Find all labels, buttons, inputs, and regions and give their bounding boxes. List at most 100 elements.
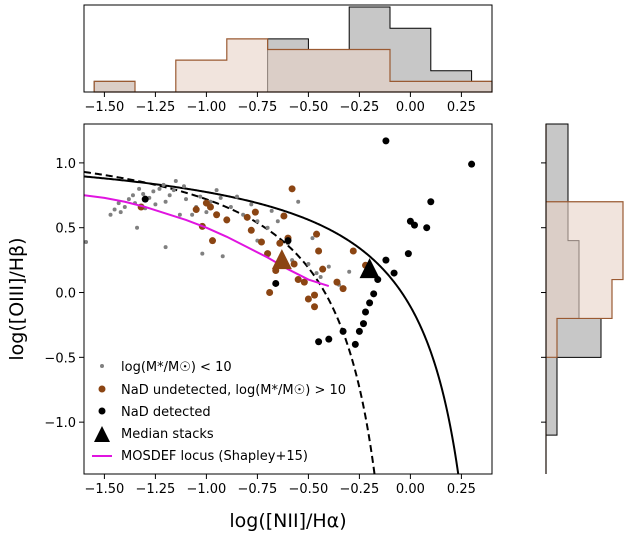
low-mass-point [153,202,158,207]
nad-undetected-point [294,276,302,284]
low-mass-point [198,194,203,199]
low-mass-point [151,189,156,194]
nad-undetected-point [333,278,341,286]
low-mass-point [171,188,176,193]
top-x-tick-label: 0.25 [447,100,476,115]
nad-undetected-point [247,226,255,234]
low-mass-point [122,204,127,209]
nad-detected-point [339,327,347,335]
top-x-tick-label: −1.50 [84,100,124,115]
low-mass-point [184,197,188,202]
low-mass-point [347,269,352,274]
top-histogram-bars [93,6,493,93]
low-mass-point [141,192,146,196]
low-mass-point [200,251,205,256]
x-axis-label: log([NII]/Hα) [229,510,346,532]
low-mass-point [137,186,142,191]
top-x-tick-label: −1.25 [135,100,175,115]
top-x-tick-label: −1.00 [186,100,226,115]
low-mass-point [161,182,166,187]
nad-detected-point [355,327,363,335]
legend-marker-detected [98,407,106,415]
low-mass-point [255,219,260,224]
nad-detected-point [382,137,390,145]
main-y-tick-label: 0.5 [55,222,76,237]
main-x-tick-label: −1.00 [186,482,226,497]
nad-detected-point [382,256,390,264]
low-mass-point [204,210,209,215]
low-mass-point [314,271,319,276]
low-mass-point [275,219,280,224]
nad-undetected-point [319,265,327,273]
low-mass-point [220,254,225,259]
main-x-tick-label: 0.25 [447,482,476,497]
nad-undetected-point [266,289,274,297]
main-x-tick-label: −1.50 [84,482,124,497]
nad-undetected-point [349,247,357,255]
low-mass-point [84,239,89,244]
low-mass-point [163,245,168,250]
nad-undetected-point [276,239,284,247]
top-histogram: −1.50 −1.25 −1.00 −0.75 −0.50 −0.25 0.00 0.25 [83,4,493,115]
nad-detected-point [423,224,431,232]
nad-undetected-point [339,285,347,293]
nad-undetected-point [206,203,214,211]
top-x-tick-label: −0.50 [288,100,328,115]
low-mass-point [214,188,219,193]
legend-label-undetected: NaD undetected, log(M*/M☉) > 10 [121,383,346,398]
nad-undetected-point [280,212,288,220]
nad-detected-point [370,290,378,298]
nad-undetected-point [288,185,296,193]
low-mass-point [116,201,121,206]
nad-detected-point [390,269,398,277]
nad-detected-point [284,237,292,245]
legend-marker-median [94,426,110,442]
low-mass-point [126,197,131,202]
main-y-tick-label: 0.0 [55,287,76,302]
nad-undetected-point [290,260,298,268]
mosdef-locus-line [84,194,330,287]
low-mass-point [306,262,311,266]
low-mass-point [108,212,113,217]
nad-undetected-point [311,303,319,311]
top-x-tick-label: −0.25 [339,100,379,115]
nad-detected-point [404,250,412,258]
main-x-tick-label: −0.25 [339,482,379,497]
nad-undetected-point [311,291,319,299]
legend-marker-undetected [98,385,106,393]
low-mass-point [269,208,274,213]
nad-undetected-point [192,206,200,214]
nad-detected-point [362,308,370,316]
main-x-tick-label: −0.50 [288,482,328,497]
main-y-tick-label: −1.0 [44,416,76,431]
legend-label-low-mass: log(M*/M☉) < 10 [121,360,232,375]
low-mass-point [177,212,182,217]
nad-undetected-point [313,230,321,238]
nad-undetected-point [264,250,272,258]
main-y-tick-label: −0.5 [44,351,76,366]
legend-label-median: Median stacks [121,427,214,442]
low-mass-point [310,236,315,241]
low-mass-point [112,207,117,212]
main-x-tick-label: −1.25 [135,482,175,497]
low-mass-point [173,179,178,184]
nad-detected-point [468,160,476,168]
nad-detected-point [351,340,359,348]
top-histogram-x-ticks: −1.50 −1.25 −1.00 −0.75 −0.50 −0.25 0.00 0.25 [84,92,476,115]
low-mass-point [228,204,233,209]
median-stack-triangle [359,258,380,279]
nad-undetected-point [223,216,231,224]
legend-label-detected: NaD detected [121,405,211,420]
nad-undetected-point [209,237,217,245]
low-mass-point [190,212,195,217]
main-plot-frame [83,123,493,475]
nad-undetected-point [300,278,308,286]
kauffmann-curve [84,170,376,474]
nad-detected-point [366,299,374,307]
nad-detected-point [359,320,367,328]
low-mass-point [326,264,331,269]
low-mass-point [135,225,140,230]
main-y-tick-label: 1.0 [55,157,76,172]
legend-marker-low-mass [100,364,104,368]
